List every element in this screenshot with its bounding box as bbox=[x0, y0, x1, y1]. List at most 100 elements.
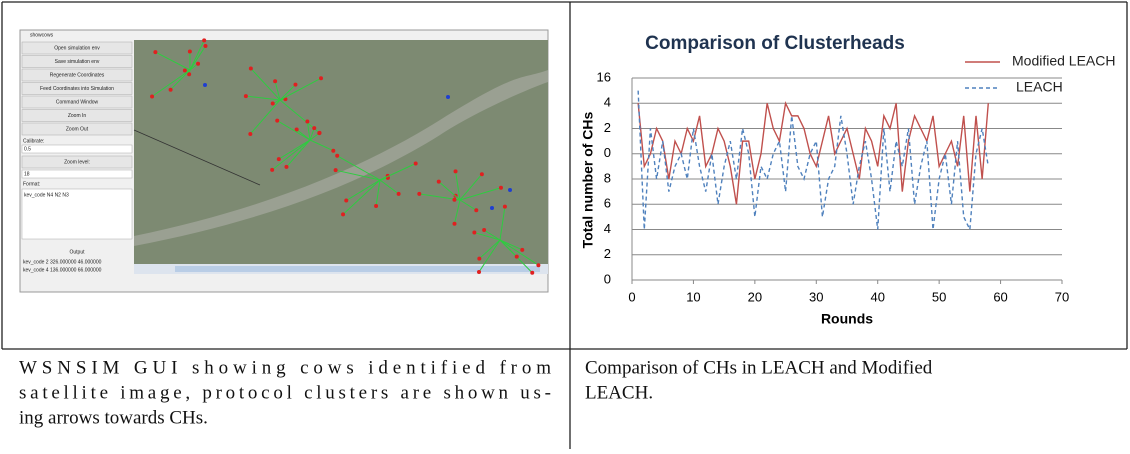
cow bbox=[503, 205, 507, 209]
gui-label: Zoom level: bbox=[64, 159, 90, 165]
y-axis-label: Total number of CHs bbox=[580, 111, 596, 248]
cow bbox=[477, 257, 481, 261]
cow bbox=[474, 208, 478, 212]
gui-label: 0.5 bbox=[24, 146, 31, 152]
cow bbox=[480, 172, 484, 176]
cow bbox=[515, 255, 519, 259]
cow bbox=[275, 119, 279, 123]
cow bbox=[331, 149, 335, 153]
button-label: Zoom In bbox=[68, 113, 87, 119]
legend-label: Modified LEACH bbox=[1012, 53, 1116, 69]
button-label: Save simulation env bbox=[55, 59, 100, 65]
gui-label: kev_code N4 N2 N3 bbox=[24, 192, 69, 198]
cow bbox=[183, 68, 187, 72]
cow bbox=[284, 165, 288, 169]
input[interactable] bbox=[22, 145, 132, 153]
cow bbox=[153, 50, 157, 54]
caption-line: LEACH. bbox=[585, 382, 653, 403]
cow bbox=[530, 271, 534, 275]
x-tick-label: 30 bbox=[809, 289, 823, 304]
button-label: Feed Coordinates into Simulation bbox=[40, 86, 114, 92]
gui-label: kev_code 4 136.000000 66.000000 bbox=[23, 267, 102, 273]
cow bbox=[482, 228, 486, 232]
cow bbox=[248, 132, 252, 136]
cow bbox=[344, 199, 348, 203]
cow bbox=[196, 62, 200, 66]
x-tick-label: 40 bbox=[870, 289, 884, 304]
scroll-thumb[interactable] bbox=[175, 266, 540, 272]
x-tick-label: 10 bbox=[686, 289, 700, 304]
cow bbox=[334, 168, 338, 172]
cow bbox=[472, 231, 476, 235]
cow bbox=[477, 270, 481, 274]
cow bbox=[312, 126, 316, 130]
y-tick-label: 4 bbox=[604, 95, 611, 110]
sink bbox=[446, 95, 450, 99]
cow bbox=[244, 94, 248, 98]
cow bbox=[150, 95, 154, 99]
cow bbox=[203, 44, 207, 48]
cow bbox=[271, 102, 275, 106]
cow bbox=[335, 154, 339, 158]
cow bbox=[188, 49, 192, 53]
cow bbox=[319, 76, 323, 80]
y-tick-label: 8 bbox=[604, 170, 611, 185]
cow bbox=[273, 79, 277, 83]
cow bbox=[437, 180, 441, 184]
y-tick-label: 2 bbox=[604, 120, 611, 135]
gui-label: Output bbox=[69, 249, 85, 255]
caption-line: satellite image, protocol clusters are s… bbox=[19, 382, 551, 403]
y-tick-label: 6 bbox=[604, 196, 611, 211]
gui-label: kev_code 2 326.000000 46.000000 bbox=[23, 259, 102, 265]
button-label: Open simulation env bbox=[54, 45, 100, 51]
cow bbox=[520, 248, 524, 252]
caption-line: ing arrows towards CHs. bbox=[19, 407, 208, 428]
cow bbox=[454, 169, 458, 173]
cow bbox=[305, 120, 309, 124]
x-tick-label: 60 bbox=[993, 289, 1007, 304]
window-title: showcows bbox=[30, 32, 54, 38]
caption-line: WSNSIM GUI showing cows identified from bbox=[19, 357, 551, 378]
cow bbox=[202, 38, 206, 42]
cow bbox=[536, 263, 540, 267]
x-tick-label: 70 bbox=[1055, 289, 1069, 304]
gui-label: Format: bbox=[23, 181, 40, 187]
x-tick-label: 50 bbox=[932, 289, 946, 304]
cow bbox=[317, 131, 321, 135]
cow bbox=[169, 88, 173, 92]
sink bbox=[508, 188, 512, 192]
gui-label: Calibrate: bbox=[23, 138, 44, 144]
input[interactable] bbox=[22, 170, 132, 178]
y-tick-label: 4 bbox=[604, 221, 611, 236]
y-tick-label: 0 bbox=[604, 145, 611, 160]
cow bbox=[293, 83, 297, 87]
cow bbox=[397, 192, 401, 196]
caption-line: Comparison of CHs in LEACH and Modified bbox=[585, 357, 933, 378]
cow bbox=[341, 212, 345, 216]
cow bbox=[414, 162, 418, 166]
x-axis-label: Rounds bbox=[821, 311, 873, 327]
y-tick-label: 0 bbox=[604, 271, 611, 286]
button-label: Command Window bbox=[56, 99, 99, 105]
gui-screenshot: showcows Open simulation env Save simulat… bbox=[20, 30, 548, 292]
cow bbox=[249, 67, 253, 71]
sink bbox=[490, 206, 494, 210]
cow bbox=[374, 204, 378, 208]
y-tick-label: 16 bbox=[597, 69, 611, 84]
chart-title: Comparison of Clusterheads bbox=[645, 33, 905, 54]
cow bbox=[270, 168, 274, 172]
button-label: Zoom Out bbox=[66, 126, 89, 132]
cow bbox=[452, 222, 456, 226]
cow bbox=[277, 157, 281, 161]
x-tick-label: 0 bbox=[628, 289, 635, 304]
cow bbox=[499, 186, 503, 190]
button-label: Regenerate Coordinates bbox=[50, 72, 105, 78]
cow bbox=[452, 198, 456, 202]
sink bbox=[203, 83, 207, 87]
legend-label: LEACH bbox=[1016, 79, 1063, 95]
gui-label: 18 bbox=[24, 171, 30, 177]
captions: WSNSIM GUI showing cows identified from s… bbox=[19, 357, 933, 428]
y-tick-label: 2 bbox=[604, 246, 611, 261]
cow bbox=[417, 192, 421, 196]
